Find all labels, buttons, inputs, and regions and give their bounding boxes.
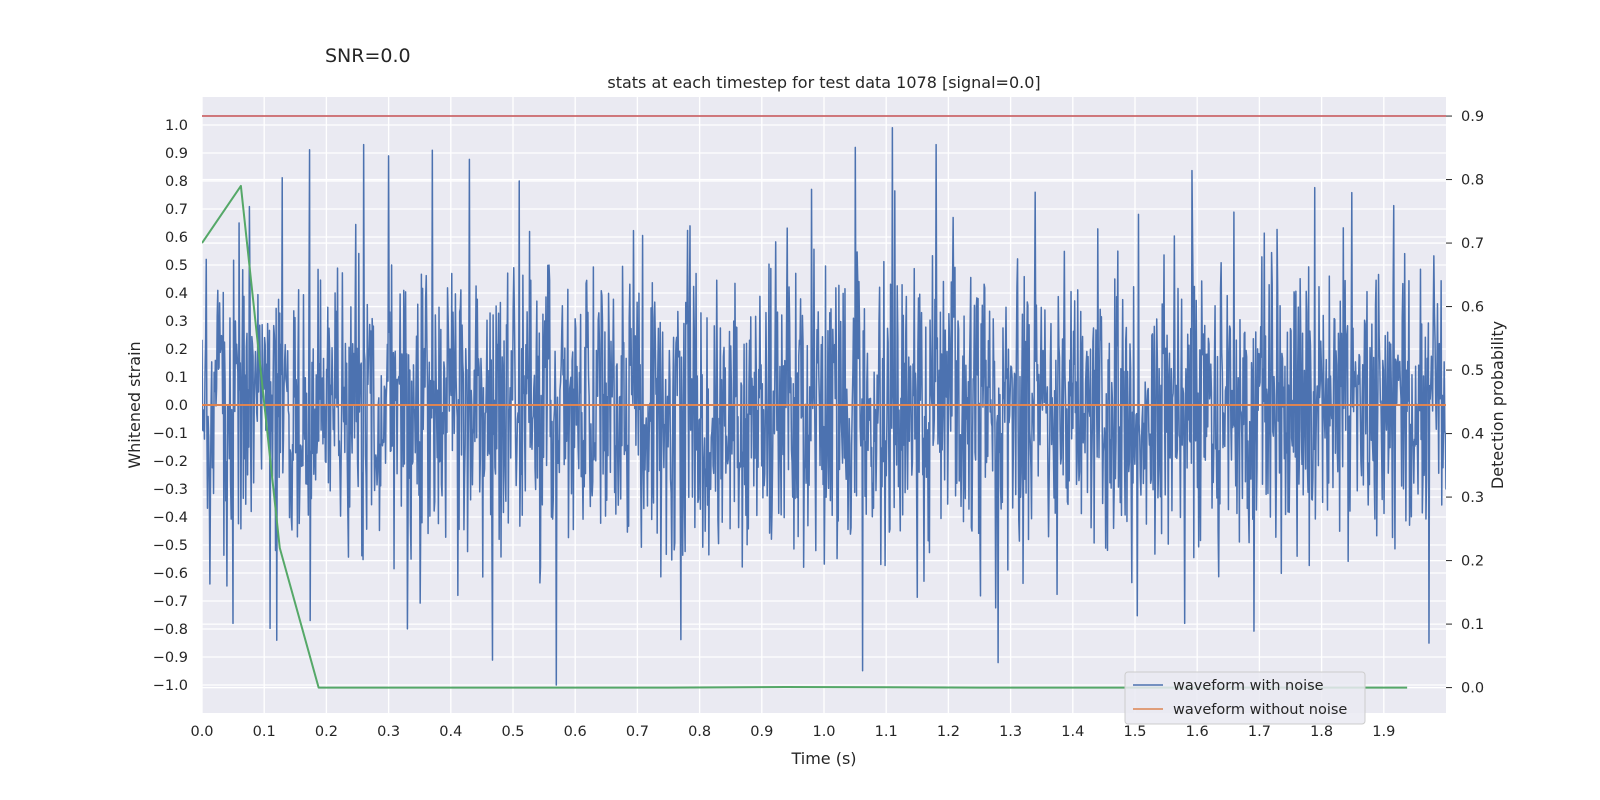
y2-tick-label: 0.0 bbox=[1461, 681, 1484, 697]
x-tick-label: 1.1 bbox=[875, 724, 898, 740]
y-tick-label: 0.1 bbox=[165, 370, 188, 386]
y-tick-label: −0.4 bbox=[153, 510, 188, 526]
x-tick-label: 1.0 bbox=[812, 724, 835, 740]
x-tick-label: 0.0 bbox=[190, 724, 213, 740]
x-tick-label: 1.3 bbox=[999, 724, 1022, 740]
x-tick-label: 1.7 bbox=[1248, 724, 1271, 740]
y-tick-label: −0.3 bbox=[153, 482, 188, 498]
y2-tick-label: 0.6 bbox=[1461, 300, 1484, 316]
y2-axis-label: Detection probability bbox=[1488, 321, 1507, 489]
y-axis-label: Whitened strain bbox=[125, 341, 144, 468]
x-tick-label: 0.5 bbox=[501, 724, 524, 740]
y-tick-label: 0.0 bbox=[165, 398, 188, 414]
y2-tick-label: 0.7 bbox=[1461, 236, 1484, 252]
y-tick-label: −0.5 bbox=[153, 538, 188, 554]
y-tick-label: 0.6 bbox=[165, 230, 188, 246]
y-tick-label: 0.7 bbox=[165, 202, 188, 218]
legend-label-clean: waveform without noise bbox=[1173, 702, 1347, 718]
y-tick-label: 0.4 bbox=[165, 286, 188, 302]
y-tick-label: 0.8 bbox=[165, 174, 188, 190]
y2-tick-label: 0.2 bbox=[1461, 554, 1484, 570]
y2-tick-label: 0.5 bbox=[1461, 363, 1484, 379]
y-tick-label: −1.0 bbox=[153, 678, 188, 694]
legend-label-noise: waveform with noise bbox=[1173, 678, 1324, 694]
x-tick-label: 1.2 bbox=[937, 724, 960, 740]
y-tick-label: −0.8 bbox=[153, 622, 188, 638]
x-tick-label: 0.4 bbox=[439, 724, 462, 740]
y-axis-ticks: 1.0 0.9 0.8 0.7 0.6 0.5 0.4 0.3 0.2 0.1 0.0 −0.1 −0.… bbox=[153, 118, 188, 694]
y-tick-label: −0.6 bbox=[153, 566, 188, 582]
y-tick-label: −0.7 bbox=[153, 594, 188, 610]
y2-tick-label: 0.4 bbox=[1461, 427, 1484, 443]
x-tick-label: 1.5 bbox=[1123, 724, 1146, 740]
y-tick-label: 0.9 bbox=[165, 146, 188, 162]
x-tick-label: 0.9 bbox=[750, 724, 773, 740]
x-tick-label: 0.1 bbox=[253, 724, 276, 740]
x-tick-label: 1.9 bbox=[1372, 724, 1395, 740]
x-tick-label: 1.4 bbox=[1061, 724, 1084, 740]
y-tick-label: 1.0 bbox=[165, 118, 188, 134]
x-tick-label: 0.2 bbox=[315, 724, 338, 740]
x-axis-ticks: 0.0 0.1 0.2 0.3 0.4 0.5 0.6 0.7 0.8 0.9 1.0 1.1 1.2 1… bbox=[190, 724, 1395, 740]
y-tick-label: −0.1 bbox=[153, 426, 188, 442]
x-axis-label: Time (s) bbox=[790, 749, 856, 768]
x-tick-label: 0.7 bbox=[626, 724, 649, 740]
x-tick-label: 1.8 bbox=[1310, 724, 1333, 740]
x-tick-label: 0.3 bbox=[377, 724, 400, 740]
series-waveform-with-noise bbox=[202, 127, 1446, 686]
y-tick-label: 0.3 bbox=[165, 314, 188, 330]
legend-box bbox=[1124, 671, 1366, 725]
y2-axis-ticks: 0.9 0.8 0.7 0.6 0.5 0.4 0.3 0.2 0.1 0.0 bbox=[1446, 109, 1484, 697]
y2-tick-label: 0.8 bbox=[1461, 173, 1484, 189]
y2-tick-label: 0.1 bbox=[1461, 617, 1484, 633]
y2-tick-label: 0.9 bbox=[1461, 109, 1484, 125]
snr-label: SNR=0.0 bbox=[325, 45, 411, 67]
legend: waveform with noise waveform without noi… bbox=[1124, 671, 1366, 725]
y-tick-label: 0.5 bbox=[165, 258, 188, 274]
y-tick-label: −0.9 bbox=[153, 650, 188, 666]
y-tick-label: −0.2 bbox=[153, 454, 188, 470]
y2-tick-label: 0.3 bbox=[1461, 490, 1484, 506]
x-tick-label: 0.6 bbox=[564, 724, 587, 740]
x-tick-label: 1.6 bbox=[1186, 724, 1209, 740]
y-tick-label: 0.2 bbox=[165, 342, 188, 358]
x-tick-label: 0.8 bbox=[688, 724, 711, 740]
chart-title: stats at each timestep for test data 107… bbox=[607, 73, 1040, 92]
